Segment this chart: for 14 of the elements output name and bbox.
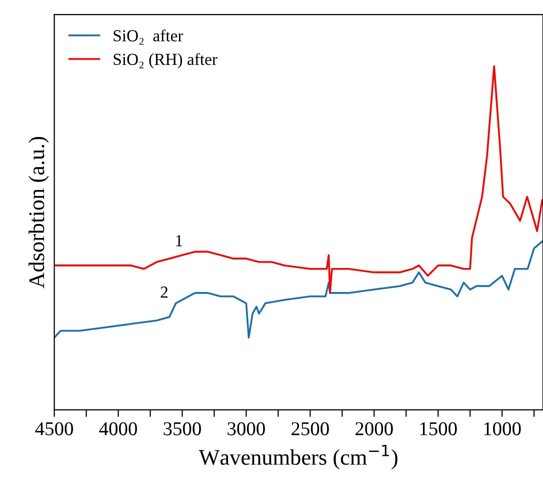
x-tick-label: 1000 [484, 422, 521, 436]
annotation: 1 [176, 235, 182, 246]
annotation: 2 [160, 286, 168, 298]
x-tick-label: 2000 [356, 422, 393, 436]
x-tick-label: 3500 [164, 422, 201, 436]
x-tick-label: 2500 [292, 422, 329, 436]
x-axis-title: Wavenumbers (cm$^{−1}$) [198, 444, 398, 470]
y-axis-title: Adsorbtion (a.u.) [28, 136, 49, 288]
legend-label: SiO₂ (RH) after [114, 53, 218, 68]
x-tick-label: 4500 [35, 422, 74, 436]
x-tick-label: 3000 [228, 422, 265, 436]
x-tick-label: 1500 [420, 422, 457, 436]
x-tick-label: 4000 [99, 422, 137, 436]
legend-label: SiO₂ after [114, 29, 184, 45]
